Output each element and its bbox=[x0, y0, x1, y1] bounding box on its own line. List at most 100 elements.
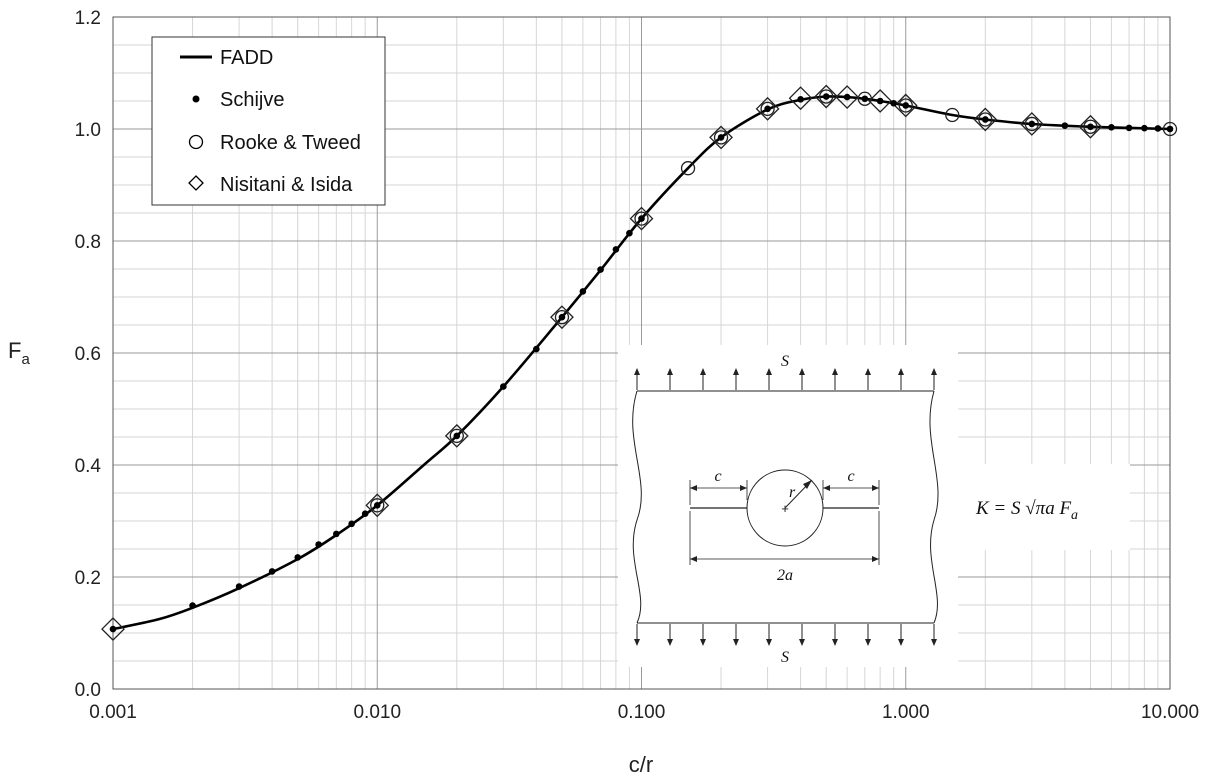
point-schijve bbox=[597, 266, 604, 273]
stress-arrowhead-up bbox=[766, 368, 772, 375]
point-nisitani-isida bbox=[365, 493, 390, 518]
point-schijve bbox=[373, 502, 381, 509]
point-nisitani-isida bbox=[868, 89, 893, 113]
legend-label-fadd: FADD bbox=[220, 47, 273, 69]
x-tick-label: 0.001 bbox=[89, 702, 137, 723]
point-schijve bbox=[294, 554, 302, 561]
point-rooke-tweed bbox=[819, 89, 834, 104]
two-a-label: 2a bbox=[777, 567, 793, 584]
point-nisitani-isida bbox=[629, 206, 654, 231]
point-rooke-tweed bbox=[1083, 119, 1098, 134]
bottom-stress-arrows bbox=[634, 624, 937, 646]
point-rooke-tweed bbox=[449, 428, 464, 444]
c-left-label: c bbox=[714, 468, 721, 485]
stress-arrowhead-up bbox=[733, 368, 739, 375]
plate-right-break bbox=[929, 390, 939, 624]
point-rooke-tweed bbox=[760, 101, 775, 116]
stress-arrowhead-up bbox=[667, 368, 673, 375]
radius-arrowhead bbox=[803, 480, 812, 489]
y-tick-labels: 0.0 0.2 0.4 0.6 0.8 1.0 1.2 bbox=[75, 8, 102, 701]
inset-diagram: S S + r c c 2a bbox=[618, 345, 958, 667]
point-rooke-tweed bbox=[898, 98, 913, 113]
point-schijve bbox=[902, 102, 910, 109]
point-schijve bbox=[348, 520, 355, 528]
stress-arrowhead-down bbox=[898, 639, 904, 646]
y-tick-label: 1.2 bbox=[75, 8, 101, 29]
y-axis-title-main: F bbox=[8, 338, 21, 363]
point-rooke-tweed bbox=[713, 130, 729, 145]
legend: FADD Schijve Rooke & Tweed Nisitani & Is… bbox=[151, 36, 386, 206]
point-schijve bbox=[1166, 125, 1174, 133]
y-axis-title-subscript: a bbox=[21, 351, 30, 368]
point-nisitani-isida bbox=[788, 86, 813, 111]
point-nisitani-isida bbox=[755, 96, 780, 121]
point-schijve bbox=[843, 93, 851, 101]
point-schijve bbox=[1108, 124, 1115, 131]
point-schijve bbox=[1087, 123, 1094, 131]
point-schijve bbox=[1061, 122, 1069, 129]
point-schijve bbox=[981, 116, 989, 123]
y-tick-label: 0.0 bbox=[75, 680, 101, 701]
hole-center-mark: + bbox=[781, 501, 789, 516]
point-nisitani-isida bbox=[101, 617, 125, 641]
point-rooke-tweed bbox=[1024, 116, 1039, 132]
point-schijve bbox=[268, 568, 276, 575]
point-rooke-tweed bbox=[978, 112, 993, 127]
point-nisitani-isida bbox=[835, 85, 860, 109]
point-schijve bbox=[638, 215, 645, 222]
stress-arrowhead-up bbox=[832, 368, 838, 375]
point-rooke-tweed bbox=[945, 107, 960, 123]
c-left-arrowheads bbox=[690, 485, 747, 491]
legend-diamond-symbol bbox=[188, 175, 204, 191]
point-schijve bbox=[1141, 124, 1148, 132]
formula: K = S √πa Fa bbox=[958, 464, 1130, 550]
y-axis-title: Fa bbox=[8, 338, 30, 368]
stress-arrowhead-down bbox=[931, 639, 937, 646]
legend-dot-symbol bbox=[192, 95, 200, 103]
point-schijve bbox=[890, 99, 897, 107]
legend-label-schijve: Schijve bbox=[220, 89, 284, 111]
point-schijve bbox=[612, 246, 620, 253]
legend-circle-symbol bbox=[188, 134, 204, 150]
point-schijve bbox=[1028, 120, 1036, 128]
point-schijve bbox=[333, 530, 340, 538]
stress-arrowhead-up bbox=[865, 368, 871, 375]
series-layer bbox=[101, 84, 1178, 641]
stress-arrowhead-up bbox=[700, 368, 706, 375]
point-rooke-tweed bbox=[634, 211, 649, 226]
point-schijve bbox=[189, 602, 196, 609]
legend-label-nisitani-isida: Nisitani & Isida bbox=[220, 174, 353, 196]
point-rooke-tweed bbox=[370, 498, 385, 513]
point-rooke-tweed bbox=[554, 310, 570, 325]
point-schijve bbox=[533, 345, 540, 353]
stress-arrowhead-up bbox=[898, 368, 904, 375]
c-right-label: c bbox=[847, 468, 854, 485]
y-tick-label: 1.0 bbox=[75, 120, 101, 141]
point-rooke-tweed bbox=[680, 161, 696, 176]
point-schijve bbox=[315, 541, 322, 548]
point-schijve bbox=[500, 383, 507, 390]
point-schijve bbox=[876, 97, 884, 105]
point-schijve bbox=[235, 583, 243, 590]
point-schijve bbox=[764, 105, 771, 113]
formula-background bbox=[958, 464, 1130, 550]
plot-area-border bbox=[112, 16, 1171, 690]
stress-arrowhead-down bbox=[766, 639, 772, 646]
point-schijve bbox=[453, 432, 461, 440]
series-line-fadd bbox=[112, 95, 1171, 631]
legend-label-rooke-tweed: Rooke & Tweed bbox=[220, 132, 361, 154]
point-nisitani-isida bbox=[814, 84, 839, 109]
stress-arrowhead-down bbox=[799, 639, 805, 646]
formula-main: K = S √πa F bbox=[975, 498, 1071, 519]
legend-box bbox=[151, 36, 386, 206]
stress-arrowhead-down bbox=[667, 639, 673, 646]
point-nisitani-isida bbox=[444, 423, 469, 448]
point-nisitani-isida bbox=[1019, 112, 1044, 136]
point-schijve bbox=[861, 95, 869, 103]
formula-text: K = S √πa Fa bbox=[975, 498, 1078, 523]
stress-arrowhead-up bbox=[931, 368, 937, 375]
point-schijve bbox=[361, 510, 369, 518]
y-tick-label: 0.8 bbox=[75, 232, 101, 253]
x-tick-labels: 0.001 0.010 0.100 1.000 10.000 bbox=[89, 702, 1199, 723]
